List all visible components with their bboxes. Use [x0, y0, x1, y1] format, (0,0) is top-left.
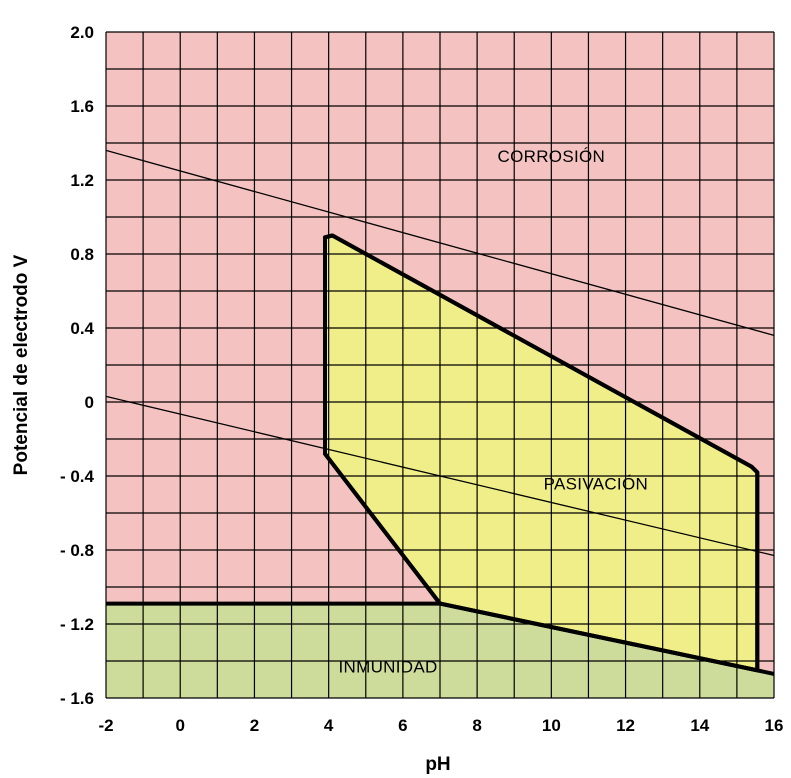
pasivacion-outline — [323, 233, 760, 673]
region-labels-layer: CORROSIÓN INMUNIDAD PASIVACIÓN — [339, 147, 648, 677]
y-tick-label: - 1.6 — [60, 689, 94, 708]
y-tick-label: - 0.8 — [60, 541, 94, 560]
thin-reference-line — [105, 395, 775, 557]
x-tick-label: 16 — [765, 716, 784, 735]
boundary-lines-layer — [105, 149, 775, 676]
x-tick-label: 6 — [398, 716, 407, 735]
region-label-corrosion: CORROSIÓN — [498, 147, 606, 166]
region-label-inmunidad: INMUNIDAD — [339, 658, 438, 677]
y-tick-label: 0.8 — [70, 245, 94, 264]
grid-layer — [105, 31, 775, 699]
x-tick-label: -2 — [98, 716, 113, 735]
x-tick-label: 0 — [175, 716, 184, 735]
y-tick-label: 0.4 — [70, 319, 94, 338]
x-tick-label: 12 — [616, 716, 635, 735]
x-tick-label: 10 — [542, 716, 561, 735]
x-axis-label: pH — [425, 754, 450, 775]
y-tick-label: 2.0 — [70, 23, 94, 42]
thin-reference-line — [105, 149, 775, 337]
y-tick-label: 1.2 — [70, 171, 94, 190]
x-tick-label: 14 — [690, 716, 709, 735]
y-tick-label: - 1.2 — [60, 615, 94, 634]
y-axis-label: Potencial de electrodo V — [11, 254, 32, 475]
x-tick-label: 4 — [324, 716, 334, 735]
y-tick-label: - 0.4 — [60, 467, 95, 486]
y-tick-label: 0 — [85, 393, 94, 412]
x-tick-label: 2 — [250, 716, 259, 735]
region-label-pasivacion: PASIVACIÓN — [544, 474, 648, 493]
tick-labels-layer: -2 0 2 4 6 8 10 12 14 16 2.0 1.6 1.2 0.8 0.4 0 - 0.4 - 0.… — [60, 23, 783, 735]
y-tick-label: 1.6 — [70, 97, 94, 116]
x-tick-label: 8 — [472, 716, 481, 735]
